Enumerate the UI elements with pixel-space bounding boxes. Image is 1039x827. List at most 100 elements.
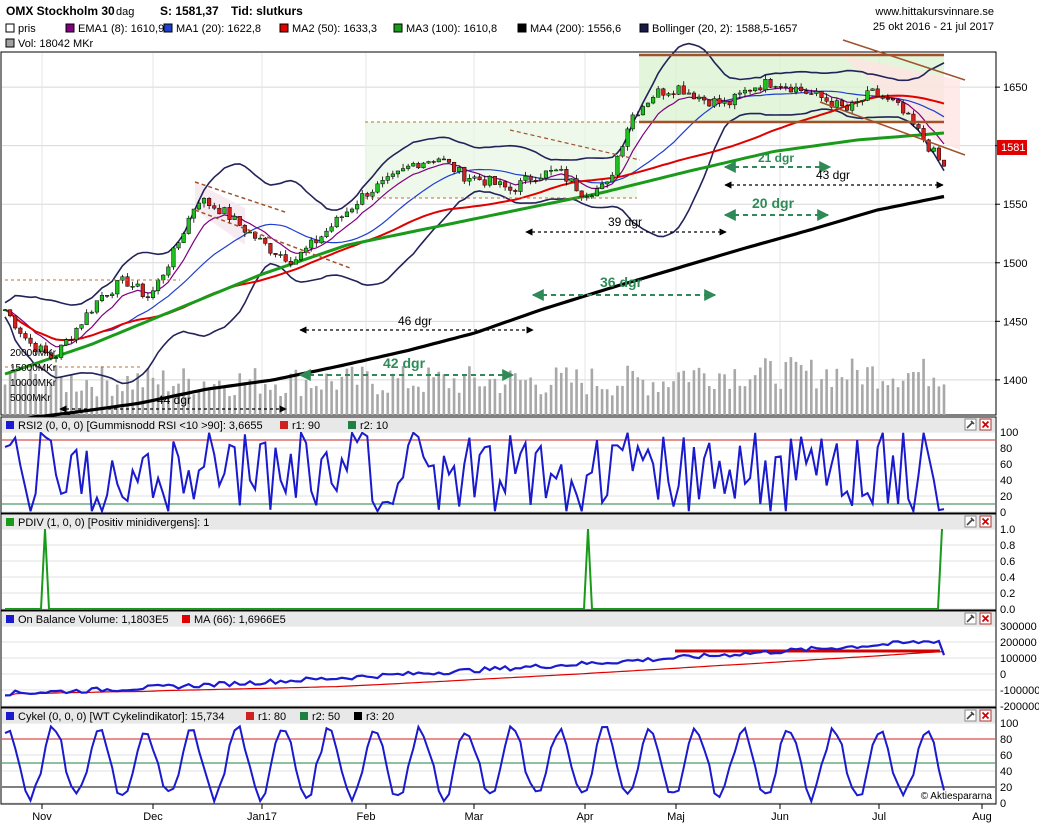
- volume-bar: [651, 382, 655, 415]
- site-url: www.hittakursvinnare.se: [874, 6, 994, 18]
- volume-bar: [585, 394, 589, 415]
- candle-body: [334, 216, 339, 228]
- candle-body: [304, 247, 309, 253]
- candle-body: [298, 251, 304, 260]
- rsi-y-axis: 0 20 40 60 80 100: [1000, 427, 1018, 519]
- rsi-panel: RSI2 (0, 0, 0) [Gummisnodd RSI <10 >90]:…: [0, 416, 1018, 519]
- volume-bar: [861, 384, 864, 415]
- volume-bar: [212, 384, 216, 415]
- candle-body: [896, 99, 901, 103]
- volume-bar: [233, 395, 236, 415]
- candle-body: [681, 85, 686, 95]
- candle-body: [247, 231, 253, 234]
- volume-bar: [70, 375, 73, 415]
- volume-bar: [161, 370, 165, 415]
- candle-body: [135, 283, 140, 287]
- volume-bar: [248, 379, 252, 415]
- candle-body: [237, 216, 242, 226]
- legend-swatch: [65, 23, 75, 33]
- cykel-tick-label: 80: [1000, 734, 1012, 746]
- wrench-icon[interactable]: [964, 612, 977, 625]
- rsi-tick-label: 0: [1000, 507, 1006, 519]
- obv-panel: On Balance Volume: 1,1803E5 MA (66): 1,6…: [0, 610, 1039, 713]
- candle-body: [508, 186, 513, 191]
- close-icon[interactable]: [979, 709, 992, 722]
- candle-body: [212, 205, 217, 209]
- obv-ma-label: MA (66): 1,6966E5: [194, 614, 286, 626]
- volume-bar: [131, 389, 134, 415]
- candle-body: [890, 98, 896, 101]
- volume-bar: [355, 384, 359, 415]
- volume-bar: [687, 382, 691, 415]
- volume-bar: [223, 386, 226, 415]
- volume-bar: [942, 384, 946, 415]
- candle-body: [314, 239, 319, 244]
- close-icon[interactable]: [979, 418, 992, 431]
- volume-bar: [901, 380, 905, 415]
- candle-body: [278, 254, 283, 256]
- time-label: Tid: slutkurs: [231, 4, 303, 18]
- candle-body: [732, 93, 737, 106]
- candle-body: [130, 285, 135, 288]
- candle-body: [482, 179, 487, 186]
- volume-bar: [294, 369, 298, 415]
- volume-bar: [151, 377, 155, 415]
- rsi-header-bar: [2, 418, 995, 432]
- legend-label: Bollinger (20, 2): 1588,5-1657: [652, 23, 798, 35]
- volume-bar: [815, 388, 818, 415]
- wrench-icon[interactable]: [964, 418, 977, 431]
- pdiv-line: [5, 528, 943, 610]
- close-icon-glyph: [981, 614, 990, 623]
- panel-toolbar: [964, 418, 992, 722]
- price-tick-label: 1500: [1003, 258, 1027, 270]
- volume-bar: [600, 389, 604, 415]
- volume-bar: [881, 381, 885, 415]
- volume-bar: [314, 385, 318, 415]
- bollinger-upper-line: [4, 42, 945, 306]
- cykel-tick-label: 20: [1000, 782, 1012, 794]
- candle-body: [411, 163, 416, 167]
- cykel-line: [4, 724, 945, 805]
- candle-body: [222, 207, 227, 215]
- x-axis: Nov Dec Jan17 Feb Mar Apr Maj Jun Jul Aug: [32, 804, 992, 823]
- volume-bar: [896, 387, 900, 415]
- candle-body: [380, 180, 385, 185]
- pdiv-header-bar: [2, 515, 995, 529]
- candle-body: [819, 91, 824, 98]
- wrench-icon[interactable]: [964, 709, 977, 722]
- candle-body: [860, 100, 865, 102]
- volume-bar: [845, 379, 849, 415]
- candle-body: [758, 87, 763, 91]
- volume-bar: [320, 389, 323, 415]
- volume-bar: [29, 368, 32, 415]
- rsi-tick-label: 100: [1000, 427, 1018, 439]
- candle-body: [28, 337, 33, 344]
- x-tick-label: Jul: [872, 811, 886, 823]
- candle-body: [533, 180, 538, 182]
- volume-bar: [753, 375, 757, 415]
- pdiv-tick-label: 0.2: [1000, 588, 1015, 600]
- close-icon[interactable]: [979, 515, 992, 528]
- candle-body: [477, 176, 482, 181]
- ma100-line: [4, 131, 945, 376]
- candle-body: [48, 352, 53, 359]
- x-tick-label: Apr: [576, 811, 593, 823]
- volume-bar: [422, 391, 425, 415]
- candle-body: [105, 295, 110, 297]
- volume-bar: [279, 395, 282, 415]
- volume-bar: [580, 382, 583, 415]
- volume-bar: [488, 379, 492, 415]
- x-tick-label: Jan17: [247, 811, 277, 823]
- close-icon[interactable]: [979, 612, 992, 625]
- candle-body: [661, 88, 666, 96]
- wrench-icon[interactable]: [964, 515, 977, 528]
- volume-bar: [325, 373, 328, 415]
- candle-body: [579, 190, 584, 198]
- close-icon-glyph: [981, 517, 990, 526]
- obv-ma-line: [5, 651, 945, 696]
- volume-bar: [284, 392, 287, 415]
- candle-body: [232, 216, 237, 220]
- volume-bar: [437, 371, 441, 415]
- candle-body: [569, 178, 574, 182]
- volume-bar: [723, 374, 726, 415]
